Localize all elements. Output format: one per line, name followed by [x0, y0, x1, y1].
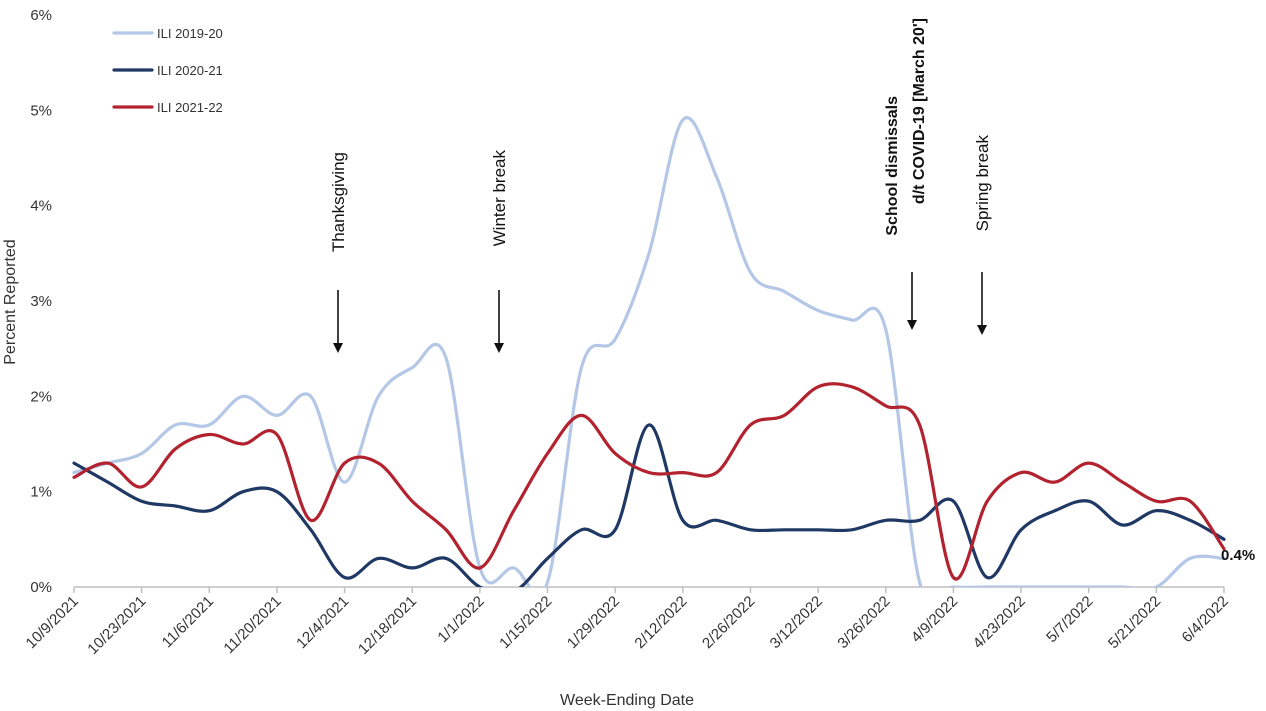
x-tick-label: 1/29/2022 — [564, 593, 623, 652]
y-tick-label: 5% — [30, 102, 52, 119]
legend: ILI 2019-20 ILI 2020-21 ILI 2021-22 — [112, 26, 223, 115]
annotation-thanksgiving: Thanksgiving — [329, 152, 348, 252]
x-tick-label: 3/26/2022 — [834, 593, 893, 652]
legend-label: ILI 2019-20 — [157, 26, 223, 41]
y-tick-label: 4% — [30, 198, 52, 215]
series-line-2 — [72, 423, 1226, 587]
x-tick-label: 1/1/2022 — [434, 593, 487, 646]
end-value-label: 0.4% — [1221, 547, 1255, 564]
x-tick-label: 10/9/2021 — [23, 593, 82, 652]
series-line-1 — [72, 116, 1226, 587]
legend-label: ILI 2020-21 — [157, 63, 223, 78]
x-tick-label: 11/20/2021 — [220, 593, 284, 657]
annotation-winter-break: Winter break — [490, 150, 509, 247]
x-tick-label: 5/21/2022 — [1105, 593, 1164, 652]
x-tick-label: 2/12/2022 — [631, 593, 690, 652]
x-tick-label: 12/18/2021 — [355, 593, 420, 658]
annotation-layer: Thanksgiving Winter break School dismissal… — [329, 18, 992, 353]
series-layer — [72, 116, 1226, 587]
y-axis: 0% 1% 2% 3% 4% 5% 6% — [30, 7, 52, 596]
y-tick-label: 1% — [30, 484, 52, 501]
annotation-school-dismissals: School dismissals — [884, 96, 901, 236]
x-tick-label: 3/12/2022 — [767, 593, 826, 652]
x-tick-label: 4/9/2022 — [908, 593, 961, 646]
legend-label: ILI 2021-22 — [157, 100, 223, 115]
x-tick-label: 6/4/2022 — [1179, 593, 1232, 646]
y-tick-label: 0% — [30, 579, 52, 596]
down-arrow-icon — [907, 320, 917, 330]
x-tick-label: 11/6/2021 — [159, 593, 217, 651]
x-tick-label: 2/26/2022 — [699, 593, 758, 652]
series-line-3 — [72, 382, 1226, 581]
y-tick-label: 3% — [30, 293, 52, 310]
x-tick-label: 12/4/2021 — [293, 593, 352, 652]
annotation-spring-break: Spring break — [973, 135, 992, 232]
y-tick-label: 6% — [30, 7, 52, 24]
down-arrow-icon — [333, 343, 343, 353]
down-arrow-icon — [977, 325, 987, 335]
down-arrow-icon — [494, 343, 504, 353]
x-axis-title: Week-Ending Date — [560, 692, 694, 709]
x-axis: 10/9/2021 10/23/2021 11/6/2021 11/20/2021 12… — [23, 586, 1232, 658]
x-tick-label: 4/23/2022 — [970, 593, 1029, 652]
x-tick-label: 1/15/2022 — [496, 593, 555, 652]
y-axis-title: Percent Reported — [2, 239, 19, 364]
annotation-school-dismissals-detail: d/t COVID-19 [March 20'] — [911, 18, 928, 204]
x-tick-label: 5/7/2022 — [1043, 593, 1096, 646]
x-tick-label: 10/23/2021 — [84, 593, 149, 658]
y-tick-label: 2% — [30, 388, 52, 405]
